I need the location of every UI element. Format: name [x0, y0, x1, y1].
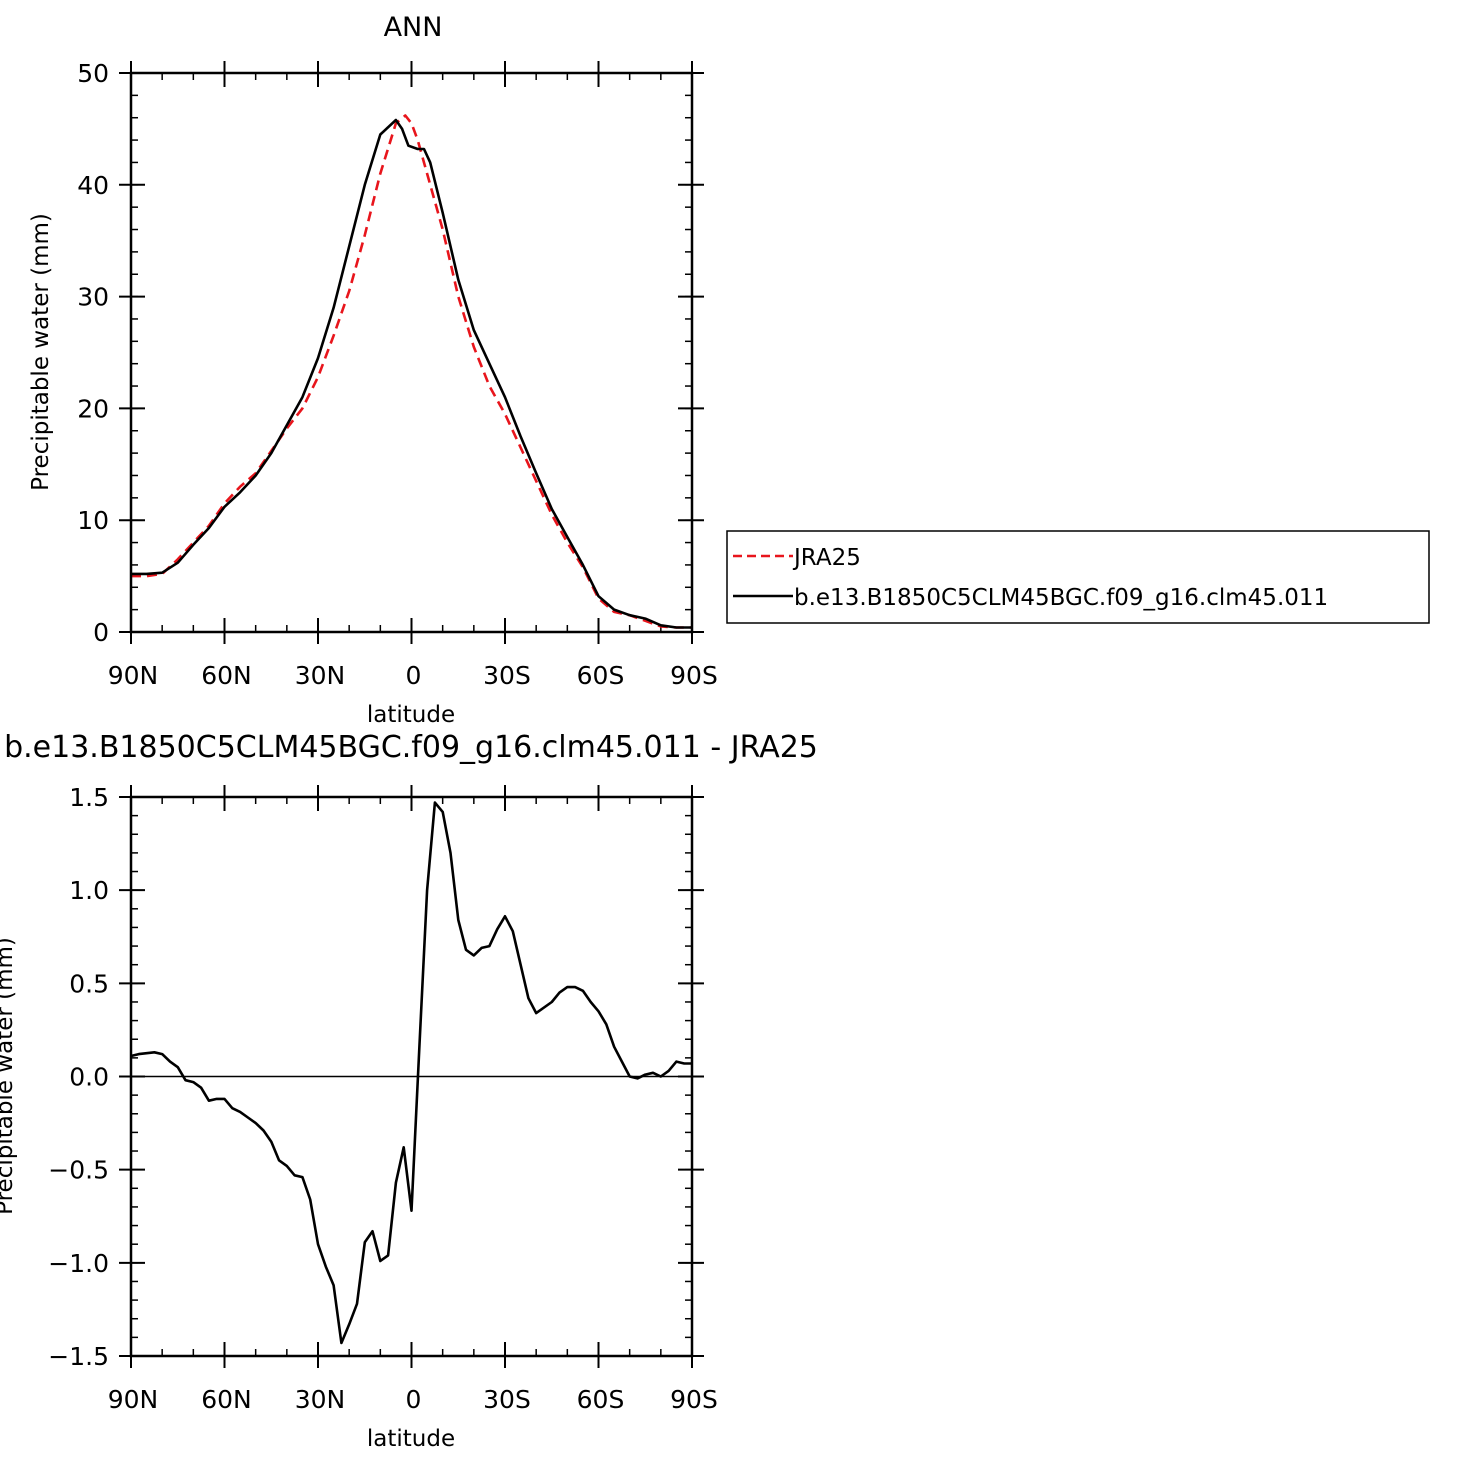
bottom-y-tick-label: 1.5 [69, 783, 109, 812]
bottom-x-tick-label: 0 [406, 1385, 422, 1414]
top-y-axis-label: Precipitable water (mm) [28, 213, 54, 491]
top-x-tick-label: 30S [483, 661, 531, 690]
bottom-x-ticks: 90N 60N 30N 0 30S 60S 90S [108, 785, 718, 1414]
bottom-y-tick-label: 0.5 [69, 969, 109, 998]
top-y-tick-label: 50 [77, 59, 109, 88]
bottom-series-line-0 [130, 801, 692, 1345]
top-y-tick-label: 10 [77, 506, 109, 535]
top-x-tick-label: 90N [108, 661, 159, 690]
legend: JRA25 b.e13.B1850C5CLM45BGC.f09_g16.clm4… [726, 530, 1430, 624]
legend-box [726, 530, 1430, 624]
top-chart-title: ANN [384, 12, 443, 43]
bottom-y-tick-label: −1.0 [48, 1249, 109, 1278]
bottom-panel: b.e13.B1850C5CLM45BGC.f09_g16.clm45.011 … [0, 730, 818, 1452]
top-x-tick-label: 30N [295, 661, 346, 690]
bottom-y-axis-label: Precipitable water (mm) [0, 937, 18, 1215]
top-x-tick-label: 60S [577, 661, 625, 690]
legend-label-jra25: JRA25 [792, 545, 861, 571]
top-series-line-0 [131, 114, 692, 629]
bottom-y-tick-label: −1.5 [48, 1342, 109, 1371]
bottom-chart-title: b.e13.B1850C5CLM45BGC.f09_g16.clm45.011 … [4, 730, 818, 765]
bottom-x-axis-label: latitude [367, 1426, 455, 1452]
bottom-plot-frame [129, 795, 694, 1358]
top-y-tick-label: 40 [77, 171, 109, 200]
top-plot-frame [129, 71, 694, 634]
top-x-tick-label: 90S [670, 661, 718, 690]
top-x-tick-label: 60N [201, 661, 252, 690]
bottom-x-tick-label: 30N [295, 1385, 346, 1414]
bottom-x-tick-label: 60S [577, 1385, 625, 1414]
bottom-x-tick-label: 90S [670, 1385, 718, 1414]
top-x-ticks: 90N 60N 30N 0 30S 60S 90S [108, 61, 718, 690]
bottom-series [130, 801, 692, 1345]
bottom-y-tick-label: 1.0 [69, 876, 109, 905]
top-x-tick-label: 0 [406, 661, 422, 690]
legend-label-model: b.e13.B1850C5CLM45BGC.f09_g16.clm45.011 [794, 585, 1328, 611]
top-series [131, 114, 692, 629]
bottom-y-tick-label: 0.0 [69, 1063, 109, 1092]
top-y-ticks: 0 10 20 30 40 50 [77, 59, 704, 647]
bottom-x-tick-label: 60N [201, 1385, 252, 1414]
top-y-tick-label: 30 [77, 283, 109, 312]
bottom-y-tick-label: −0.5 [48, 1156, 109, 1185]
top-y-tick-label: 20 [77, 394, 109, 423]
top-series-line-1 [131, 118, 692, 629]
top-x-axis-label: latitude [367, 702, 455, 728]
top-y-tick-label: 0 [93, 618, 109, 647]
bottom-x-tick-label: 90N [108, 1385, 159, 1414]
top-panel: ANN 0 10 20 30 40 50 90N 60N 30N 0 30S 60S 90S lati… [28, 12, 718, 728]
bottom-y-ticks: −1.5 −1.0 −0.5 0.0 0.5 1.0 1.5 [48, 783, 704, 1371]
bottom-x-tick-label: 30S [483, 1385, 531, 1414]
